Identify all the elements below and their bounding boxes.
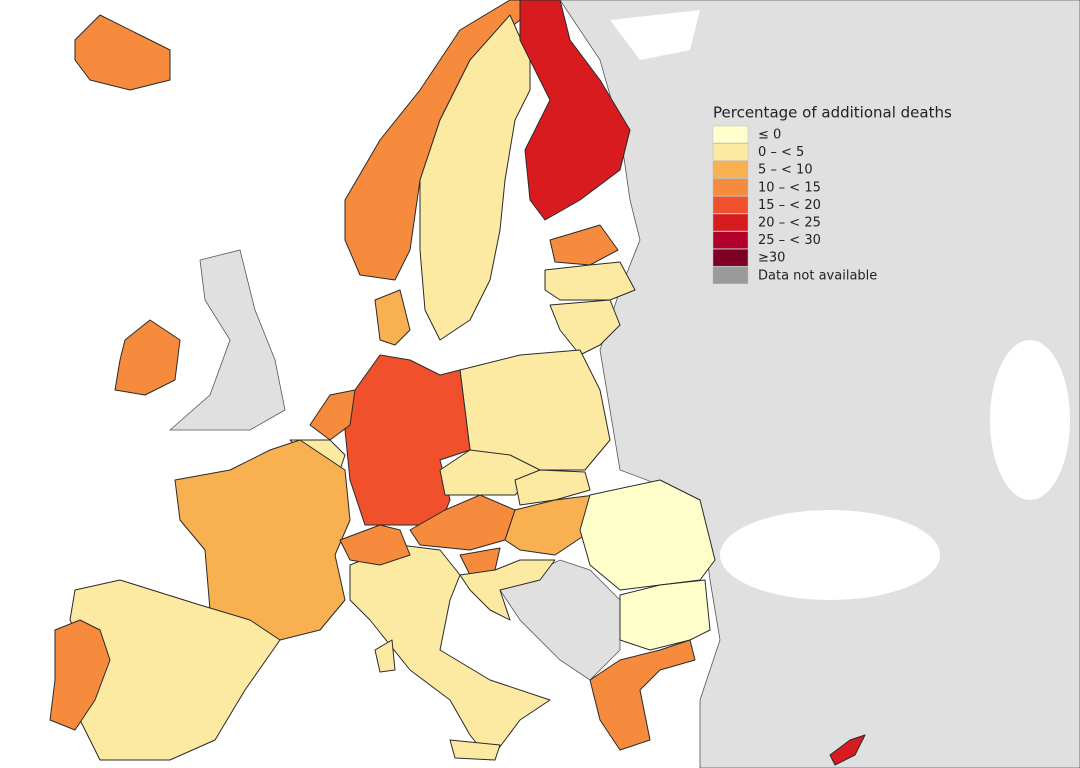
black-sea — [720, 510, 940, 600]
legend-label: Data not available — [758, 268, 877, 283]
legend-title: Percentage of additional deaths — [713, 104, 952, 122]
caspian-sea — [990, 340, 1070, 500]
region — [544, 261, 636, 301]
region — [829, 734, 866, 766]
legend-label: 15 – < 20 — [758, 198, 821, 213]
legend-label: 5 – < 10 — [758, 163, 813, 178]
region — [514, 469, 591, 506]
legend-label: 0 – < 5 — [758, 145, 804, 160]
balkan-land — [499, 559, 621, 681]
region — [74, 14, 171, 91]
region — [114, 319, 181, 396]
non-data-land — [168, 0, 1080, 768]
region — [339, 524, 411, 566]
legend-swatch — [712, 231, 749, 249]
region — [374, 289, 411, 346]
countries — [49, 0, 866, 766]
white-sea — [610, 10, 700, 60]
legend-swatch — [712, 196, 749, 214]
legend-swatch — [712, 125, 749, 144]
legend-swatch — [712, 178, 749, 197]
region — [449, 739, 501, 761]
region — [374, 639, 396, 673]
legend-label: 10 – < 15 — [758, 180, 821, 195]
legend-label: 20 – < 25 — [758, 216, 821, 231]
region — [589, 639, 696, 751]
region — [49, 619, 111, 731]
region — [549, 299, 621, 356]
region — [459, 559, 556, 621]
great-britain — [168, 249, 286, 431]
region — [549, 224, 619, 266]
legend: Percentage of additional deaths ≤ 0 0 – <… — [712, 104, 952, 285]
legend-swatch — [712, 160, 749, 179]
region — [174, 439, 351, 641]
legend-swatch — [712, 213, 749, 232]
legend-swatch — [712, 248, 749, 267]
legend-swatch — [712, 143, 749, 161]
legend-swatch — [712, 266, 749, 285]
region — [309, 389, 356, 441]
legend-label: ≥30 — [758, 251, 785, 266]
region — [419, 14, 531, 341]
legend-label: 25 – < 30 — [758, 233, 821, 248]
region — [619, 579, 711, 651]
region — [519, 0, 631, 221]
region — [504, 494, 596, 556]
legend-label: ≤ 0 — [758, 128, 781, 143]
